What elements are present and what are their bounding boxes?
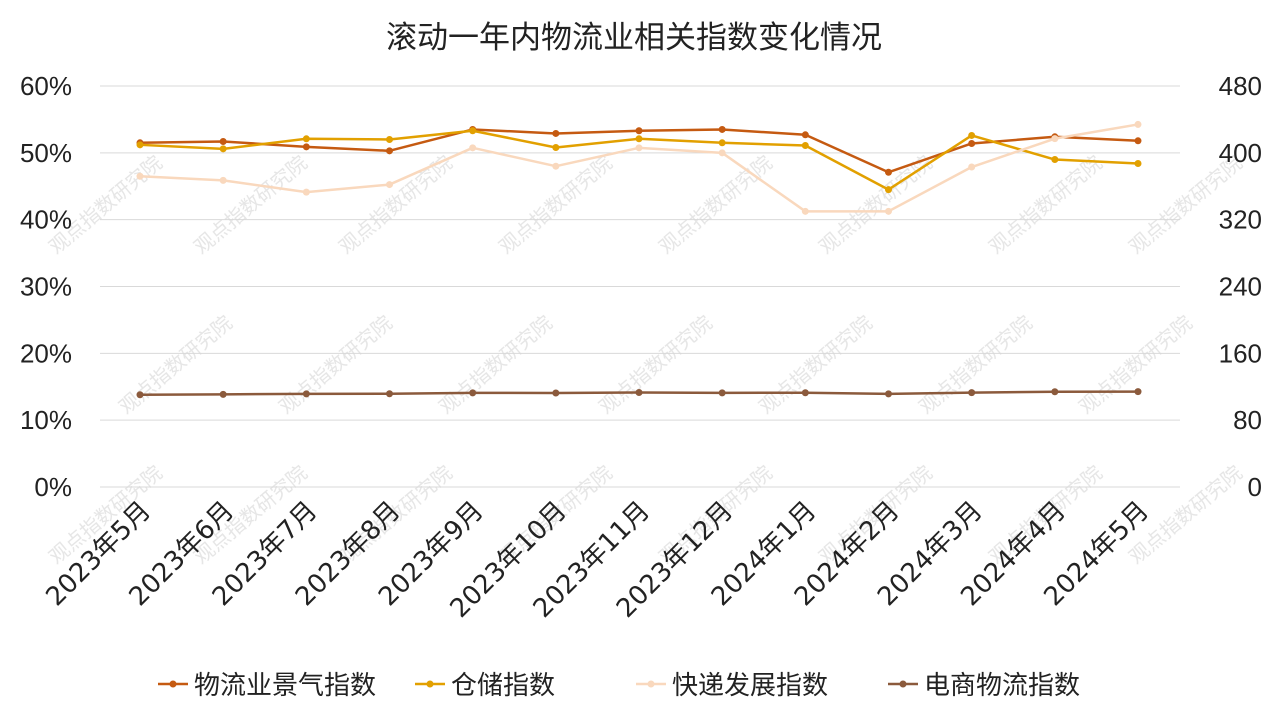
data-point [219,137,227,145]
data-point [302,143,310,151]
data-point [885,390,892,398]
data-point [718,125,726,133]
left-y-tick-label: 0% [34,472,72,502]
left-y-axis: 0% 10% 20% 30% 40% 50% 60% [20,71,72,502]
data-point [386,390,393,398]
legend-swatch-marker [169,680,177,688]
data-point [801,389,809,397]
data-point [801,207,809,215]
data-point [136,391,144,399]
watermark-text: 观点指数研究院 [334,150,457,258]
data-point [1051,135,1059,143]
data-point [1134,388,1142,396]
data-point [552,389,560,397]
data-point [968,389,976,397]
gridlines [100,85,1180,488]
data-point [302,390,310,398]
data-point [552,143,560,151]
right-y-tick-label: 400 [1219,138,1262,168]
watermark-text: 观点指数研究院 [654,150,777,258]
data-point [219,390,227,398]
left-y-tick-label: 20% [20,338,72,368]
chart-title: 滚动一年内物流业相关指数变化情况 [386,20,882,56]
data-point [635,127,643,135]
legend-label: 仓储指数 [451,671,555,701]
legend-label: 物流业景气指数 [194,671,376,701]
data-point [968,163,976,171]
legend-label: 快递发展指数 [672,671,828,701]
data-point [386,181,393,189]
data-point [718,139,726,147]
watermark-text: 观点指数研究院 [114,310,237,418]
right-y-tick-label: 320 [1219,205,1262,235]
series-group [136,127,1142,194]
left-y-tick-label: 30% [20,272,72,302]
watermark-text: 观点指数研究院 [189,150,312,258]
data-point [136,172,144,180]
data-point [801,141,809,149]
data-point [968,131,976,139]
data-point [386,135,393,143]
watermark-text: 观点指数研究院 [1074,310,1197,418]
data-point [1134,160,1142,168]
left-y-tick-label: 10% [20,405,72,435]
data-point [302,188,310,196]
right-y-tick-label: 240 [1219,272,1262,302]
legend: 物流业景气指数 仓储指数 快递发展指数 电商物流指数 [158,671,1080,701]
left-y-tick-label: 60% [20,71,72,101]
series-group [136,125,1142,176]
data-point [469,144,477,152]
series-group [136,388,1142,399]
watermark-text: 观点指数研究院 [434,310,557,418]
data-point [885,207,892,215]
data-point [552,129,560,137]
watermark-text: 观点指数研究院 [914,310,1037,418]
data-point [386,147,393,155]
data-point [136,141,144,149]
data-point [219,176,227,184]
data-point [885,186,892,194]
watermark-text: 观点指数研究院 [754,310,877,418]
right-y-tick-label: 0 [1248,472,1262,502]
left-y-tick-label: 50% [20,138,72,168]
data-point [885,168,892,176]
series-layer [136,120,1142,399]
data-point [469,389,477,397]
data-point [718,389,726,397]
data-point [1051,388,1059,396]
data-point [1134,137,1142,145]
data-point [635,389,643,397]
legend-swatch-marker [426,680,434,688]
right-y-axis: 0 80 160 240 320 400 480 [1219,71,1262,502]
right-y-tick-label: 160 [1219,338,1262,368]
left-y-tick-label: 40% [20,205,72,235]
data-point [552,162,560,170]
data-point [1051,156,1059,164]
legend-swatch-marker [899,680,907,688]
legend-label: 电商物流指数 [924,671,1080,701]
watermark-text: 观点指数研究院 [274,310,397,418]
data-point [718,149,726,157]
right-y-tick-label: 480 [1219,71,1262,101]
data-point [469,127,477,135]
data-point [1134,120,1142,128]
data-point [635,144,643,152]
watermark-text: 观点指数研究院 [984,150,1107,258]
data-point [801,131,809,139]
data-point [968,139,976,147]
data-point [635,135,643,143]
right-y-tick-label: 80 [1233,405,1262,435]
data-point [302,135,310,143]
series-group [136,120,1142,215]
legend-swatch-marker [647,680,655,688]
data-point [219,145,227,153]
watermark-text: 观点指数研究院 [594,310,717,418]
